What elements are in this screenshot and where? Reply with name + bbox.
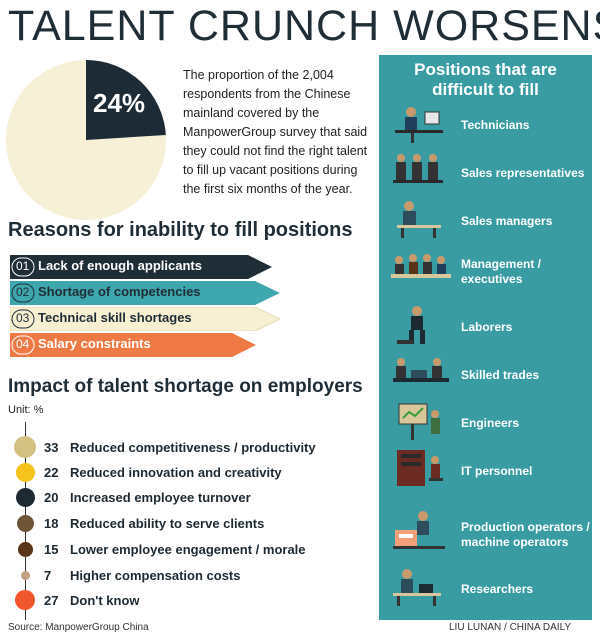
impact-dot — [18, 542, 33, 557]
impact-dot — [21, 571, 30, 580]
position-label: Skilled trades — [461, 368, 540, 382]
it-personnel-icon — [397, 450, 443, 486]
reason-arrow-shape — [10, 333, 256, 357]
position-label: Engineers — [461, 416, 520, 430]
position-label: Sales managers — [461, 214, 553, 228]
positions-heading: Positions that are difficult to fill — [379, 60, 592, 100]
laborer-icon — [397, 306, 425, 344]
impact-dot — [17, 515, 34, 532]
impact-value: 20 — [44, 490, 59, 505]
engineer-icon — [398, 403, 440, 440]
impact-dot — [14, 436, 36, 458]
position-label: Laborers — [461, 320, 513, 334]
reason-number: 04 — [16, 337, 30, 351]
positions-heading-line: difficult to fill — [432, 80, 539, 99]
impact-value: 27 — [44, 593, 59, 608]
position-item: IT personnel — [389, 448, 589, 496]
position-item: Skilled trades — [389, 352, 589, 400]
position-item: Laborers — [389, 304, 589, 352]
position-label: IT personnel — [461, 464, 533, 478]
reason-arrow-shape — [10, 255, 272, 279]
positions-panel — [379, 55, 592, 620]
impact-dot — [16, 463, 35, 482]
page-title: TALENT CRUNCH WORSENS — [8, 2, 600, 50]
impact-label: Lower employee engagement / morale — [70, 542, 306, 557]
impact-item: 27 Don't know — [0, 589, 370, 613]
impact-label: Reduced innovation and creativity — [70, 465, 282, 480]
technician-icon — [395, 107, 443, 143]
impact-unit: Unit: % — [8, 404, 44, 416]
position-item: Engineers — [389, 400, 589, 448]
position-label: Production operators / machine operators — [461, 520, 590, 549]
credit-note: LIU LUNAN / CHINA DAILY — [449, 622, 572, 633]
pie-description: The proportion of the 2,004 respondents … — [183, 68, 368, 196]
position-item: Sales managers — [389, 198, 589, 246]
impact-label: Reduced competitiveness / productivity — [70, 440, 316, 455]
impact-dot — [16, 488, 35, 507]
positions-heading-line: Positions that are — [414, 60, 557, 79]
skilled-trades-icon — [393, 358, 449, 382]
management-icon — [391, 254, 451, 278]
reason-number: 01 — [16, 259, 30, 273]
impact-label: Increased employee turnover — [70, 490, 251, 505]
reason-label: Salary constraints — [38, 336, 151, 351]
impact-item: 33 Reduced competitiveness / productivit… — [0, 436, 370, 460]
position-label: Researchers — [461, 582, 534, 596]
reason-label: Lack of enough applicants — [38, 258, 202, 273]
pie-value-label: 24% — [93, 88, 146, 118]
position-label: Management / executives — [461, 257, 542, 286]
impact-item: 22 Reduced innovation and creativity — [0, 461, 370, 485]
reason-number: 03 — [16, 311, 30, 325]
position-item: Technicians — [389, 102, 589, 150]
position-item: Management / executives — [389, 248, 589, 296]
impact-heading: Impact of talent shortage on employers — [8, 376, 363, 397]
pie-slice-highlight — [86, 60, 166, 140]
impact-item: 20 Increased employee turnover — [0, 486, 370, 510]
impact-label: Don't know — [70, 593, 140, 608]
reason-label: Shortage of competencies — [38, 284, 201, 299]
impact-dot — [15, 590, 35, 610]
source-note: Source: ManpowerGroup China — [8, 622, 149, 633]
reasons-heading: Reasons for inability to fill positions — [8, 219, 353, 241]
reason-label: Technical skill shortages — [38, 310, 192, 325]
production-operator-icon — [393, 511, 445, 549]
reason-arrow-shape — [10, 281, 280, 305]
impact-value: 15 — [44, 542, 59, 557]
sales-reps-icon — [393, 154, 443, 183]
impact-value: 7 — [44, 568, 52, 583]
reason-number: 02 — [16, 285, 30, 299]
pie-chart — [6, 60, 166, 220]
reason-arrow-shape — [10, 307, 282, 331]
position-item: Sales representatives — [389, 150, 589, 198]
researcher-icon — [393, 569, 441, 606]
impact-item: 7 Higher compensation costs — [0, 564, 370, 588]
position-label: Sales representatives — [461, 166, 585, 180]
impact-label: Higher compensation costs — [70, 568, 241, 583]
impact-item: 18 Reduced ability to serve clients — [0, 512, 370, 536]
position-item: Production operators / machine operators — [389, 508, 590, 556]
impact-item: 15 Lower employee engagement / morale — [0, 538, 370, 562]
impact-value: 18 — [44, 516, 59, 531]
position-label: Technicians — [461, 118, 530, 132]
impact-value: 33 — [44, 440, 59, 455]
impact-label: Reduced ability to serve clients — [70, 516, 265, 531]
impact-value: 22 — [44, 465, 59, 480]
pie-slice-rest — [6, 60, 166, 220]
position-item: Researchers — [389, 566, 589, 614]
sales-managers-icon — [397, 201, 441, 238]
